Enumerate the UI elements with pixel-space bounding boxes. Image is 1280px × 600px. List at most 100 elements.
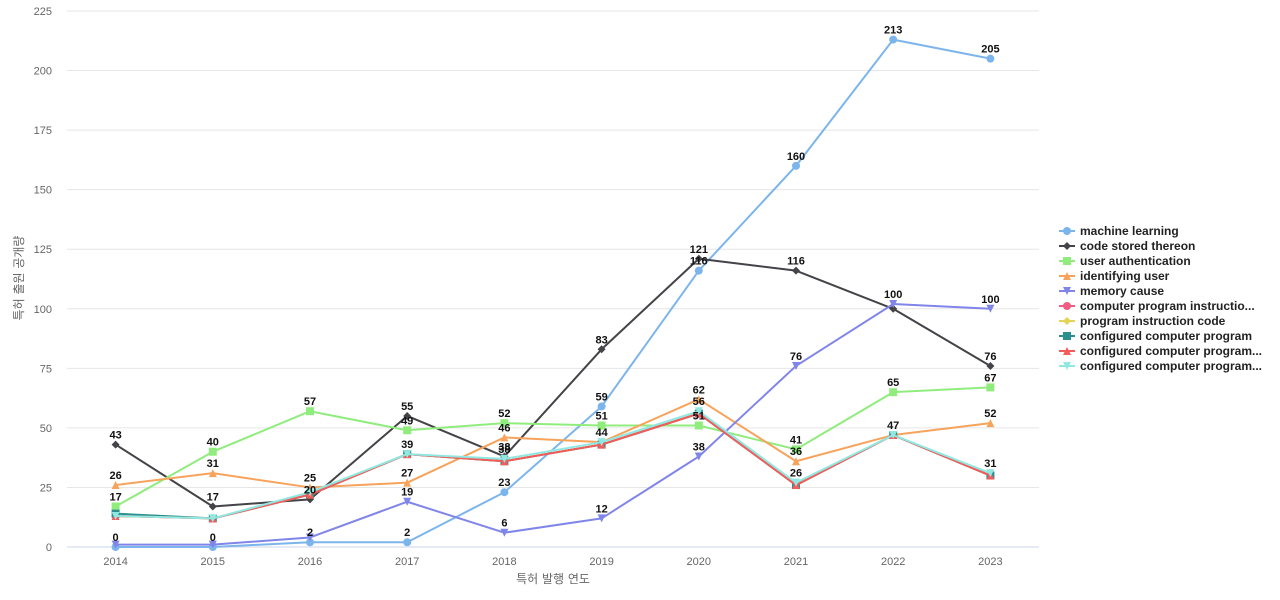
legend-label: computer program instructio... [1080, 299, 1255, 313]
data-point [500, 454, 509, 463]
series-5 [111, 409, 995, 523]
data-point [694, 395, 703, 404]
data-point [986, 361, 995, 370]
legend-item[interactable]: configured computer program [1059, 329, 1252, 343]
data-label: 20 [304, 484, 316, 496]
data-label: 59 [595, 391, 607, 403]
data-label: 2 [307, 527, 313, 539]
legend-item[interactable]: machine learning [1059, 224, 1179, 238]
data-label: 39 [401, 439, 413, 451]
data-point [306, 407, 314, 416]
data-label: 56 [693, 396, 705, 408]
legend-item[interactable]: code stored thereon [1059, 239, 1195, 253]
y-tick-label: 225 [34, 6, 52, 18]
data-point [403, 497, 412, 506]
data-label: 44 [595, 427, 608, 439]
x-tick-label: 2016 [298, 556, 322, 568]
data-point [403, 411, 412, 420]
legend-marker [1063, 287, 1071, 295]
legend-label: machine learning [1080, 224, 1179, 238]
data-label: 52 [984, 408, 996, 420]
series-0 [111, 35, 995, 551]
legend-marker [1063, 227, 1071, 235]
series-4 [111, 300, 995, 549]
data-label: 25 [304, 472, 316, 484]
series-9 [111, 407, 995, 523]
legend-marker [1063, 242, 1071, 250]
data-label: 83 [595, 334, 607, 346]
data-point [792, 478, 800, 487]
y-tick-label: 100 [34, 304, 52, 316]
data-point [306, 533, 314, 542]
data-label: 23 [498, 477, 510, 489]
legend-label: user authentication [1080, 254, 1191, 268]
series-line [115, 38, 991, 548]
legend-item[interactable]: configured computer program... [1059, 344, 1262, 358]
data-point [403, 450, 412, 459]
data-point [208, 502, 217, 511]
data-label: 38 [498, 441, 510, 453]
data-point [694, 421, 703, 430]
y-axis: 0 25 50 75 100 125 150 175 200 225 [34, 6, 52, 554]
legend-marker [1063, 257, 1071, 265]
data-point [792, 445, 800, 454]
data-point [111, 481, 120, 490]
series-2 [111, 383, 995, 511]
data-label: 17 [207, 492, 219, 504]
data-point [986, 383, 995, 392]
data-label: 100 [884, 289, 902, 301]
data-label: 52 [498, 408, 510, 420]
legend-item[interactable]: user authentication [1059, 254, 1191, 268]
data-label: 17 [109, 492, 121, 504]
data-label: 213 [884, 25, 902, 37]
series-line [115, 257, 991, 508]
x-tick-label: 2021 [784, 556, 808, 568]
legend-item[interactable]: program instruction code [1059, 314, 1226, 328]
legend-marker [1063, 362, 1071, 370]
data-label: 47 [887, 420, 899, 432]
y-tick-label: 150 [34, 185, 52, 197]
data-label: 0 [210, 532, 216, 544]
data-point [111, 512, 120, 521]
data-point [306, 538, 314, 547]
data-label: 46 [498, 422, 510, 434]
legend-label: program instruction code [1080, 314, 1226, 328]
legend-label: configured computer program... [1080, 359, 1262, 373]
data-point [403, 478, 412, 487]
data-point [889, 431, 898, 440]
data-point [403, 426, 412, 435]
series-7 [111, 409, 995, 523]
y-tick-label: 200 [34, 66, 52, 78]
series-line [115, 303, 991, 546]
legend-label: identifying user [1080, 269, 1170, 283]
data-label: 36 [790, 446, 802, 458]
legend-item[interactable]: computer program instructio... [1059, 299, 1255, 313]
data-label: 41 [790, 434, 802, 446]
series-line [115, 398, 991, 489]
data-point [208, 447, 217, 456]
data-point [597, 345, 606, 354]
data-point [306, 488, 314, 497]
data-label: 31 [984, 458, 996, 470]
data-label: 55 [401, 401, 413, 413]
data-label: 121 [690, 244, 708, 256]
legend-item[interactable]: configured computer program... [1059, 359, 1262, 373]
y-tick-label: 125 [34, 244, 52, 256]
legend-marker [1063, 332, 1071, 340]
x-tick-label: 2015 [201, 556, 225, 568]
data-labels: 0 0 2 2235911616021320543172055388312111676… [109, 25, 999, 544]
data-label: 76 [790, 351, 802, 363]
x-axis: 2014 2015 2016 2017 2018 2019 2020 2021 2022 2023 [103, 556, 1002, 568]
legend-item[interactable]: identifying user [1059, 269, 1170, 283]
series-line [115, 386, 991, 508]
legend-item[interactable]: memory cause [1059, 284, 1164, 298]
data-label: 31 [207, 458, 219, 470]
data-label: 26 [790, 468, 802, 480]
y-tick-label: 75 [40, 363, 52, 375]
data-point [986, 419, 995, 428]
data-label: 160 [787, 151, 805, 163]
data-point [694, 254, 703, 263]
data-label: 0 [113, 532, 119, 544]
x-tick-label: 2023 [978, 556, 1002, 568]
